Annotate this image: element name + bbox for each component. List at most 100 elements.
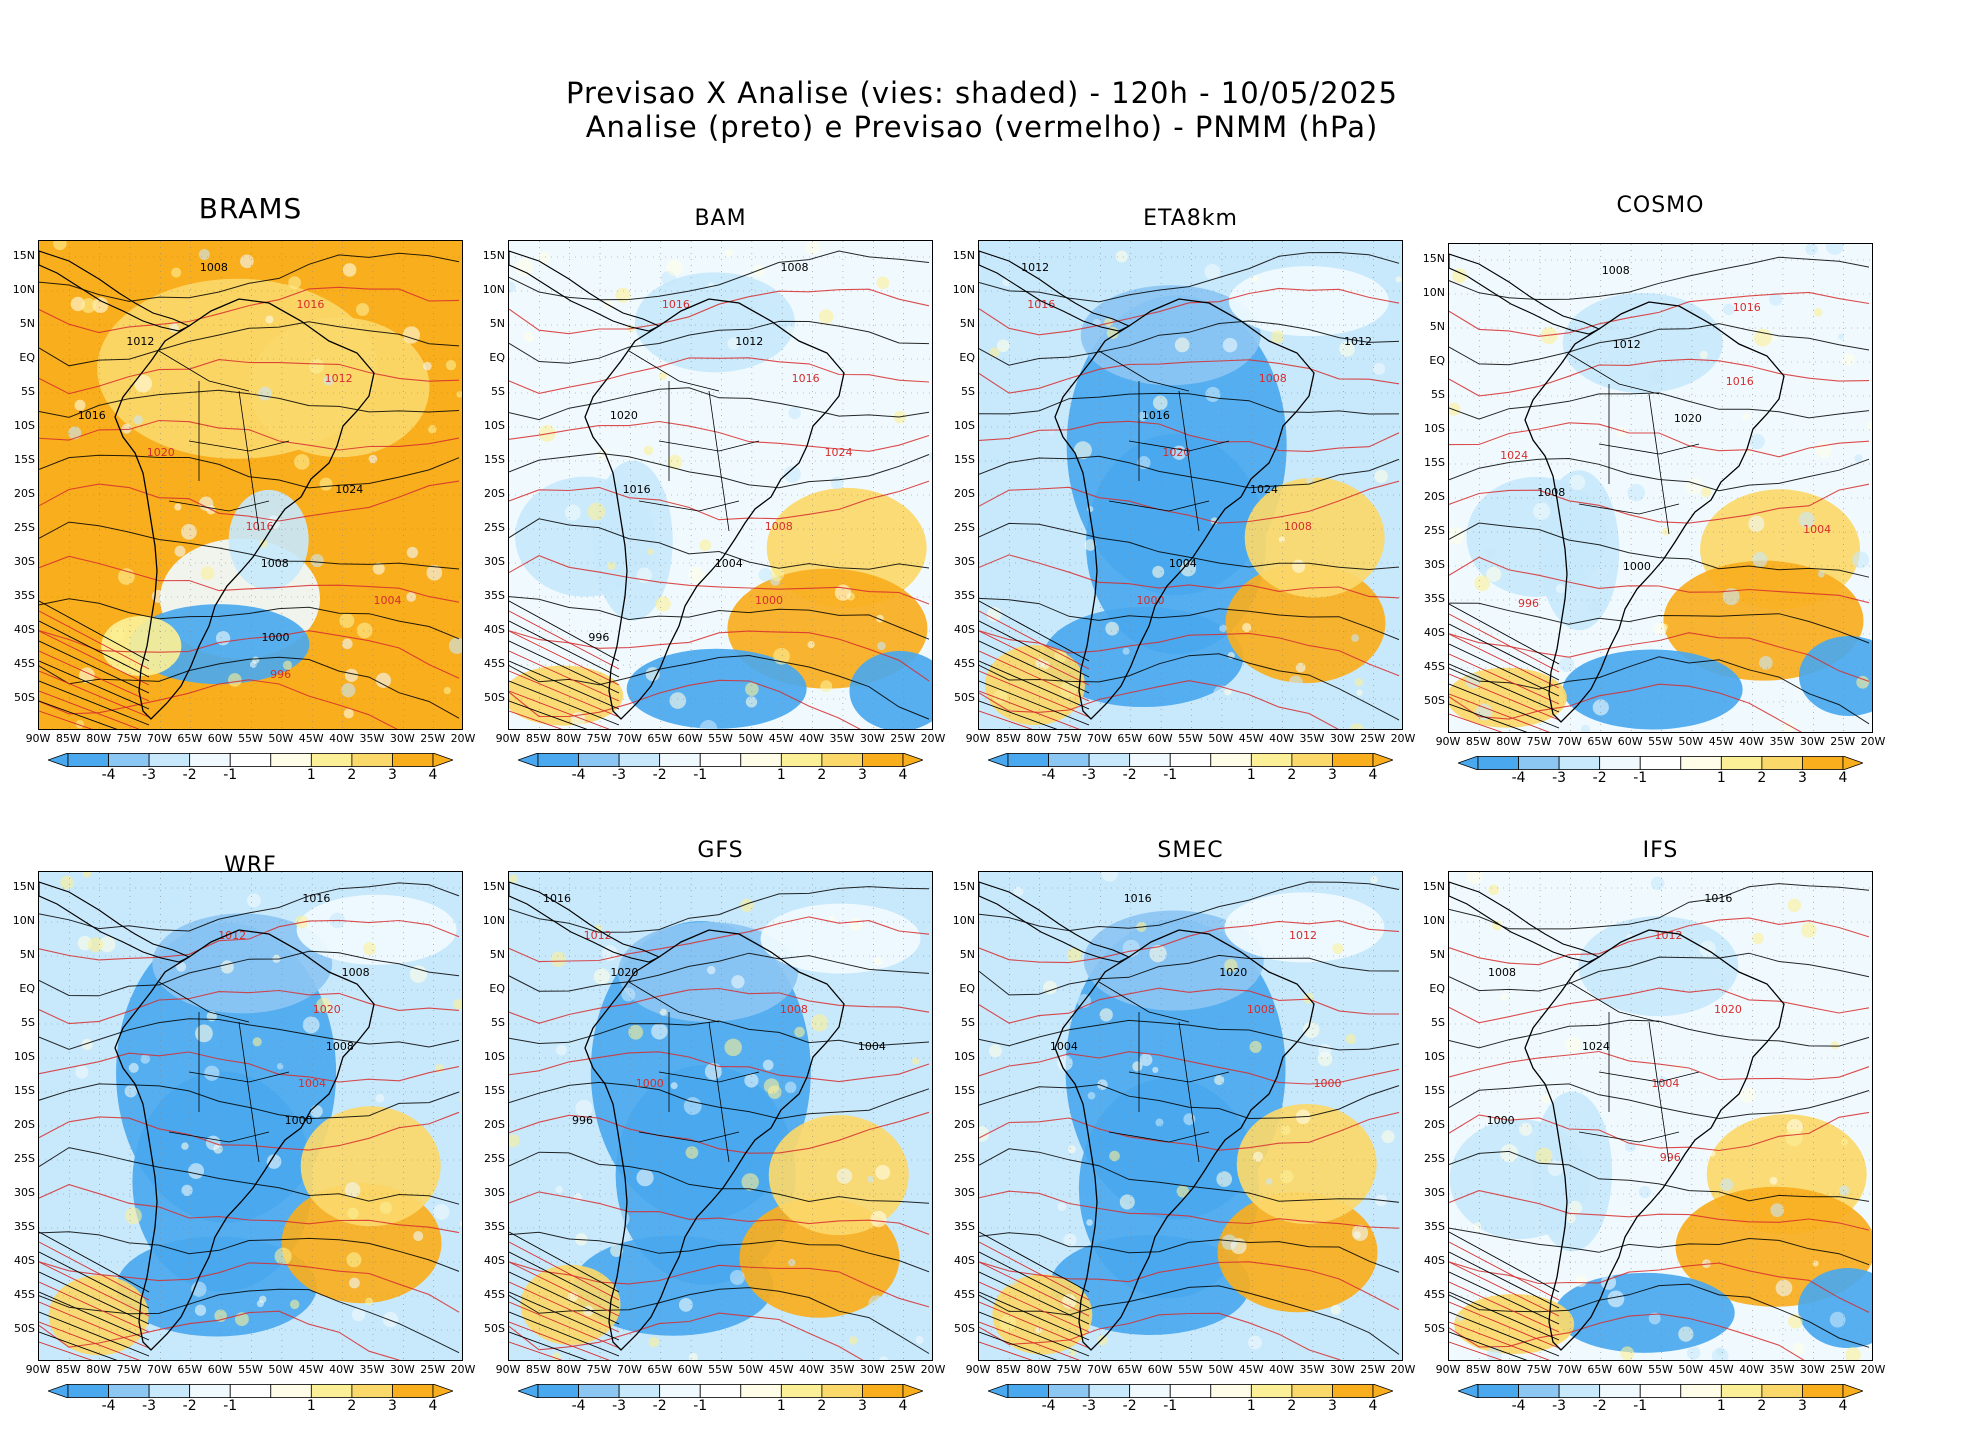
isobar-label: 1004 — [1651, 1077, 1679, 1090]
lat-tick-label: 30S — [14, 1186, 35, 1199]
bias-speckle — [575, 1099, 593, 1117]
lat-tick-label: 10N — [952, 283, 975, 296]
isobar-gradient-line — [509, 680, 620, 726]
bias-speckle — [1699, 940, 1716, 958]
isobar-label: 996 — [588, 631, 609, 644]
bias-speckle — [295, 915, 309, 929]
bias-speckle — [252, 1037, 262, 1047]
colorbar-segment — [1007, 753, 1049, 767]
colorbar-label: -4 — [571, 767, 586, 783]
bias-region — [1562, 649, 1743, 730]
lon-tick-label: 25W — [1830, 1363, 1856, 1376]
bias-speckle — [274, 1247, 292, 1265]
bias-speckle — [1122, 939, 1140, 958]
bias-speckle — [1541, 1094, 1550, 1104]
bias-region — [1236, 1103, 1377, 1224]
isobar-gradient-line — [1449, 623, 1560, 681]
bias-speckle — [744, 1073, 759, 1088]
colorbar-low-arrow — [986, 1383, 1009, 1399]
lat-tick-label: 20S — [484, 487, 505, 500]
bias-speckle — [651, 1023, 668, 1040]
colorbar-high-arrow — [432, 1383, 455, 1399]
isobar-label: 1008 — [326, 1040, 354, 1053]
isobar-label: 1020 — [1162, 446, 1190, 459]
colorbar-low-arrow — [46, 752, 69, 768]
isobar-label: 1000 — [755, 594, 783, 607]
bias-speckle — [1480, 452, 1497, 469]
bias-speckle — [867, 1175, 875, 1183]
forecast-isobar — [39, 286, 460, 334]
analysis-isobar — [1449, 952, 1870, 992]
bias-speckle — [700, 558, 717, 575]
lon-tick-label: 65W — [1117, 732, 1143, 745]
lon-tick-label: 60W — [677, 1363, 703, 1376]
colorbar-label: 2 — [347, 767, 357, 783]
bias-speckle — [283, 660, 293, 670]
bias-speckle — [382, 1311, 399, 1328]
bias-speckle — [1354, 678, 1363, 687]
lat-tick-label: 40S — [14, 1254, 35, 1267]
isobar-label: 1000 — [262, 631, 290, 644]
lon-tick-label: 80W — [86, 1363, 112, 1376]
lon-tick-label: 60W — [207, 732, 233, 745]
lon-tick-label: 50W — [268, 1363, 294, 1376]
map-panel-ifs: 1016 1012 1008 1020 1024 1004 1000 996 — [1448, 871, 1873, 1361]
colorbar-segment — [1291, 1384, 1333, 1398]
analysis-isobar — [979, 653, 1400, 721]
isobar-label: 1020 — [610, 966, 638, 979]
bias-speckle — [915, 1335, 924, 1344]
forecast-isobar — [1449, 556, 1870, 604]
bias-speckle — [1555, 584, 1565, 594]
bias-speckle — [1657, 1076, 1668, 1087]
isobar-label: 1012 — [1344, 335, 1372, 348]
south-america-coastline — [1054, 929, 1315, 1351]
bias-speckle — [1176, 1185, 1189, 1198]
bias-speckle — [105, 954, 118, 968]
bias-speckle — [928, 451, 932, 461]
bias-speckle — [1785, 1128, 1803, 1147]
colorbar-high-arrow — [1372, 1383, 1395, 1399]
colorbar-segment — [537, 753, 579, 767]
bias-speckle — [445, 359, 457, 371]
bias-speckle — [1222, 337, 1238, 353]
bias-speckle — [1702, 1259, 1711, 1269]
isobar-gradient-line — [1449, 1271, 1560, 1325]
lat-tick-label: 5S — [961, 385, 975, 398]
lat-tick-label: 5S — [491, 385, 505, 398]
lon-tick-label: 85W — [55, 732, 81, 745]
forecast-isobar — [509, 480, 930, 521]
bias-speckle — [1543, 906, 1553, 916]
colorbar-label: -1 — [693, 767, 708, 783]
map-panel-eta8km: 1012 1016 1012 1008 1016 1020 1024 1008 1004 1000 — [978, 240, 1403, 730]
panel-title-gfs: GFS — [697, 838, 744, 863]
colorbar-label: -3 — [612, 1398, 627, 1414]
colorbar-segment — [148, 753, 191, 767]
bias-speckle — [176, 961, 187, 972]
bias-speckle — [423, 361, 432, 371]
analysis-isobar — [1449, 457, 1870, 492]
forecast-isobar — [979, 630, 1400, 677]
central-america-coastline — [1449, 881, 1601, 963]
analysis-isobar — [979, 954, 1400, 996]
isobar-label: 996 — [572, 1114, 593, 1127]
isobar-gradient-line — [39, 680, 150, 726]
lon-tick-label: 60W — [207, 1363, 233, 1376]
lon-tick-label: 75W — [116, 1363, 142, 1376]
lon-tick-label: 55W — [238, 1363, 263, 1376]
bias-speckle — [339, 613, 355, 629]
bias-speckle — [906, 475, 913, 482]
lat-tick-label: 30S — [484, 1186, 505, 1199]
bias-speckle — [731, 975, 745, 989]
bias-speckle — [68, 426, 82, 440]
colorbar — [46, 1383, 455, 1402]
bias-speckle — [1815, 441, 1833, 458]
country-border — [1598, 443, 1700, 455]
bias-speckle — [876, 276, 890, 290]
bias-region — [152, 913, 333, 1014]
bias-speckle — [704, 1062, 722, 1080]
bias-speckle — [670, 1082, 678, 1090]
bias-speckle — [88, 937, 104, 953]
forecast-isobar — [1449, 917, 1870, 966]
bias-speckle — [1700, 486, 1712, 498]
colorbar-segment — [1720, 756, 1763, 770]
